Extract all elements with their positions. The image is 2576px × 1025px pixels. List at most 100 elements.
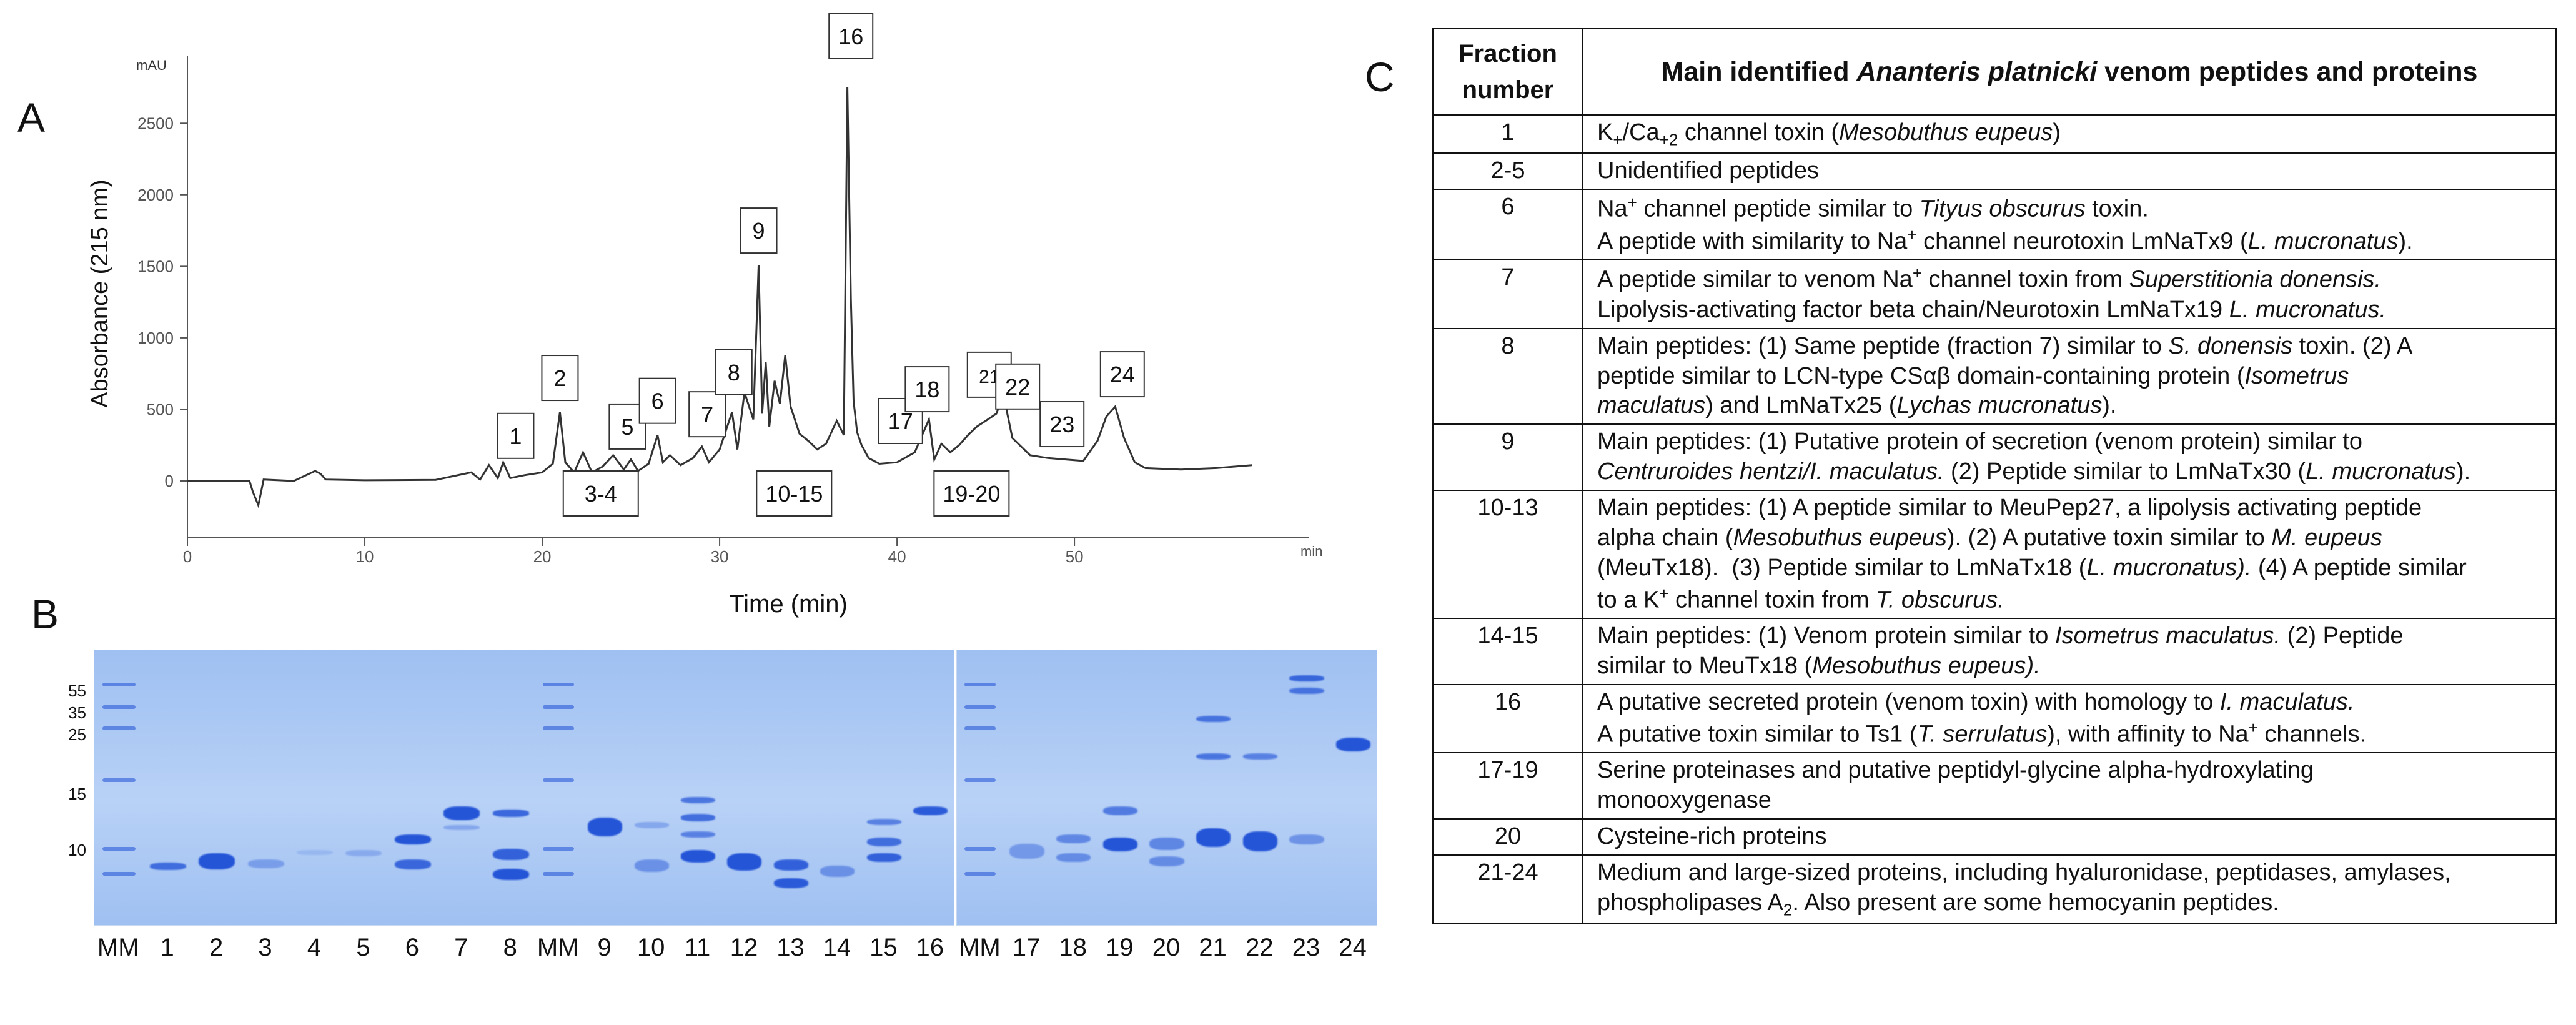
peak-label-23: 23 bbox=[1039, 401, 1085, 448]
x-axis-end-label: min bbox=[1300, 543, 1322, 559]
lane-label-22: 22 bbox=[1246, 934, 1274, 961]
fraction-number-cell: 21-24 bbox=[1432, 854, 1583, 924]
lane-label-15: 15 bbox=[869, 934, 898, 961]
col-fraction-header-line1: Fraction bbox=[1459, 40, 1557, 67]
peak-label-16: 16 bbox=[828, 13, 874, 59]
lane-label-19: 19 bbox=[1106, 934, 1134, 961]
gel-lane bbox=[864, 650, 904, 925]
peak-label-24: 24 bbox=[1099, 351, 1145, 398]
lane-label-12: 12 bbox=[730, 934, 758, 961]
mw-marker-label: 35 bbox=[68, 703, 86, 722]
protein-band bbox=[1289, 675, 1324, 681]
text-segment: ). bbox=[2398, 228, 2413, 255]
text-segment: +2 bbox=[1659, 130, 1678, 149]
description-line: Lipolysis-activating factor beta chain/N… bbox=[1597, 295, 2542, 325]
col-description-header-species: Ananteris platnicki bbox=[1856, 56, 2098, 87]
protein-band bbox=[681, 850, 716, 863]
panel-a-label: A bbox=[17, 94, 46, 141]
table-row: 6 Na+ channel peptide similar to Tityus o… bbox=[1432, 189, 2557, 261]
protein-band bbox=[492, 810, 529, 817]
text-segment: Mesobuthus eupeus bbox=[1733, 524, 1947, 551]
gel-lane bbox=[490, 650, 532, 925]
description-cell: Cysteine-rich proteins bbox=[1582, 818, 2557, 856]
gel-lane bbox=[632, 650, 671, 925]
gel-lane bbox=[147, 650, 189, 925]
protein-band bbox=[866, 853, 901, 862]
lane-label-13: 13 bbox=[776, 934, 805, 961]
text-segment: (2) Peptide similar to LmNaTx30 ( bbox=[1944, 458, 2306, 485]
peak-label-19-20: 19-20 bbox=[933, 470, 1010, 517]
description-line: maculatus) and LmNaTx25 (Lychas mucronat… bbox=[1597, 391, 2542, 421]
text-segment: Cysteine-rich proteins bbox=[1597, 823, 1827, 850]
text-segment: Isometrus bbox=[2244, 362, 2349, 389]
col-description-header-pre: Main identified bbox=[1661, 56, 1857, 87]
marker-band bbox=[102, 778, 136, 782]
lane-label-11: 11 bbox=[684, 934, 711, 961]
table-row: 9 Main peptides: (1) Putative protein of … bbox=[1432, 423, 2557, 492]
description-line: K+/Ca+2 channel toxin (Mesobuthus eupeus… bbox=[1597, 118, 2542, 150]
description-line: Medium and large-sized proteins, includi… bbox=[1597, 858, 2542, 888]
fraction-number-cell: 17-19 bbox=[1432, 752, 1583, 820]
text-segment: ). (2) A putative toxin similar to bbox=[1946, 524, 2272, 551]
description-cell: Main peptides: (1) Same peptide (fractio… bbox=[1582, 327, 2557, 425]
description-line: A putative secreted protein (venom toxin… bbox=[1597, 688, 2542, 718]
description-cell: A peptide similar to venom Na+ channel t… bbox=[1582, 259, 2557, 329]
table-row: 2-5 Unidentified peptides bbox=[1432, 152, 2557, 191]
peak-label-text: 5 bbox=[621, 414, 633, 440]
protein-band bbox=[345, 850, 382, 856]
protein-band bbox=[247, 859, 284, 868]
text-segment: A peptide similar to venom Na bbox=[1597, 266, 1913, 293]
gel-lane bbox=[1194, 650, 1233, 925]
lane-label-14: 14 bbox=[823, 934, 851, 961]
text-segment: /Ca bbox=[1622, 119, 1660, 146]
description-line: Centruroides hentzi/I. maculatus. (2) Pe… bbox=[1597, 457, 2542, 487]
text-segment: channel toxin ( bbox=[1678, 119, 1840, 146]
table-row: 7 A peptide similar to venom Na+ channel … bbox=[1432, 259, 2557, 329]
protein-band bbox=[681, 831, 716, 838]
col-description-header-post: venom peptides and proteins bbox=[2097, 56, 2478, 87]
peak-label-8: 8 bbox=[715, 349, 753, 395]
text-segment: (4) A peptide similar bbox=[2251, 554, 2467, 581]
text-segment: S. donensis bbox=[2168, 332, 2293, 359]
gel-lane bbox=[245, 650, 287, 925]
peak-label-2: 2 bbox=[541, 355, 579, 402]
marker-band bbox=[102, 847, 136, 851]
description-line: phospholipases A2. Also present are some… bbox=[1597, 888, 2542, 920]
description-line: alpha chain (Mesobuthus eupeus). (2) A p… bbox=[1597, 523, 2542, 553]
protein-band bbox=[443, 825, 480, 830]
lane-label-3: 3 bbox=[258, 934, 272, 961]
text-segment: toxin. (2) A bbox=[2292, 332, 2413, 359]
protein-band bbox=[1149, 838, 1184, 850]
text-segment: A putative toxin similar to Ts1 ( bbox=[1597, 721, 1918, 748]
gel-lane bbox=[818, 650, 858, 925]
peak-label-text: 3-4 bbox=[585, 481, 617, 507]
y-tick-label: 1000 bbox=[137, 329, 174, 347]
lane-label-1: 1 bbox=[160, 934, 174, 961]
protein-band bbox=[634, 859, 669, 872]
table-header-row: Fraction number Main identified Ananteri… bbox=[1432, 28, 2557, 116]
table-row: 20 Cysteine-rich proteins bbox=[1432, 818, 2557, 856]
protein-band bbox=[681, 814, 716, 821]
table-row: 16 A putative secreted protein (venom tox… bbox=[1432, 683, 2557, 754]
lane-label-6: 6 bbox=[405, 934, 419, 961]
description-line: Main peptides: (1) Same peptide (fractio… bbox=[1597, 332, 2542, 362]
gel-lane bbox=[961, 650, 1000, 925]
protein-band bbox=[1242, 753, 1277, 760]
description-line: Serine proteinases and putative peptidyl… bbox=[1597, 756, 2542, 786]
peak-label-22: 22 bbox=[995, 363, 1041, 410]
text-segment: Centruroides hentzi/I. maculatus. bbox=[1597, 458, 1944, 485]
protein-band bbox=[681, 797, 716, 803]
marker-band bbox=[964, 726, 996, 730]
protein-band bbox=[866, 819, 901, 825]
description-cell: Serine proteinases and putative peptidyl… bbox=[1582, 752, 2557, 820]
protein-band bbox=[394, 859, 431, 869]
text-segment: Main peptides: (1) A peptide similar to … bbox=[1597, 495, 2422, 522]
text-segment: ). bbox=[2455, 458, 2471, 485]
description-line: similar to MeuTx18 (Mesobuthus eupeus). bbox=[1597, 651, 2542, 681]
peak-label-text: 10-15 bbox=[765, 481, 823, 507]
marker-band bbox=[964, 847, 996, 851]
lane-label-5: 5 bbox=[356, 934, 370, 961]
gel-3 bbox=[956, 650, 1377, 926]
mw-marker-label: 15 bbox=[68, 785, 86, 803]
gel-lane bbox=[1287, 650, 1327, 925]
